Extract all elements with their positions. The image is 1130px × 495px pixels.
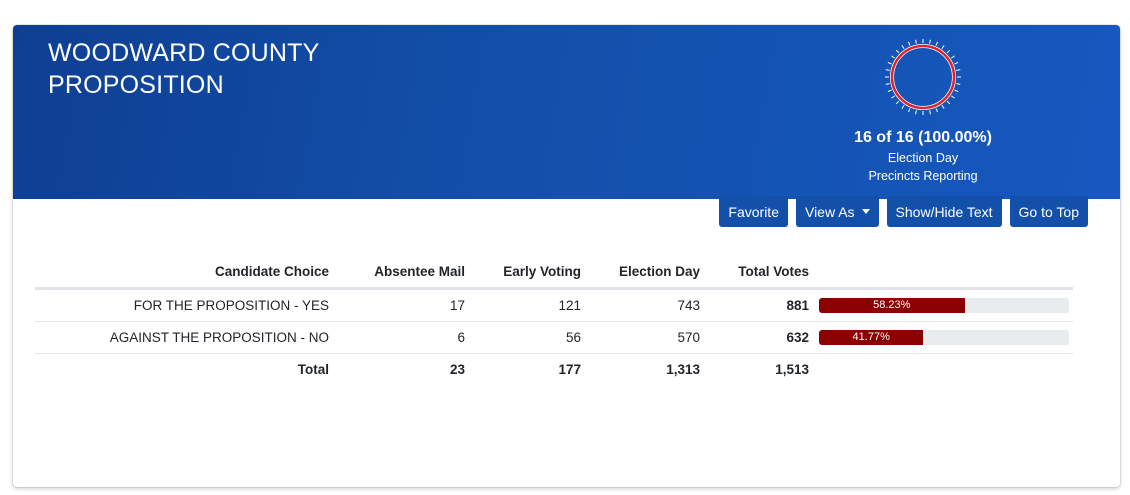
total-votes-cell: 881 (700, 288, 809, 322)
header-banner: WOODWARD COUNTY PROPOSITION 16 of 16 (10… (13, 25, 1120, 199)
totals-total-votes: 1,513 (775, 362, 809, 377)
dial-tick (935, 41, 939, 46)
dial-tick (954, 89, 959, 93)
percent-bar-fill: 58.23% (819, 298, 965, 313)
dial-tick (901, 104, 905, 109)
percent-cell: 58.23% (809, 288, 1073, 322)
page-title: WOODWARD COUNTY PROPOSITION (48, 37, 468, 101)
table-header-row: Candidate Choice Absentee Mail Early Vot… (35, 255, 1073, 290)
title-line-2: PROPOSITION (48, 71, 224, 99)
dial-tick (901, 45, 905, 50)
election-day-cell: 743 (581, 288, 700, 322)
dial-tick (956, 69, 961, 71)
dial-tick (946, 100, 951, 105)
show-hide-text-button[interactable]: Show/Hide Text (886, 196, 1002, 227)
dial-tick (915, 110, 917, 115)
percent-cell: 41.77% (809, 321, 1073, 354)
col-absentee-mail: Absentee Mail (329, 255, 465, 290)
percent-bar-fill: 41.77% (819, 330, 924, 345)
dial-tick (907, 108, 911, 113)
dial-tick (950, 55, 955, 59)
reporting-label-2: Precincts Reporting (868, 169, 978, 183)
dial-tick (891, 95, 896, 99)
totals-early: 177 (558, 362, 581, 377)
favorite-button[interactable]: Favorite (719, 196, 788, 227)
dial-tick (946, 49, 951, 54)
totals-row: Total 23 177 1,313 1,513 (35, 354, 1073, 386)
caret-down-icon (861, 209, 870, 214)
reporting-dial-icon (885, 39, 961, 115)
total-votes-cell: 632 (700, 321, 809, 354)
col-percent-bar (809, 255, 1073, 290)
results-table: Candidate Choice Absentee Mail Early Vot… (35, 255, 1073, 385)
percent-bar-track: 41.77% (819, 330, 1069, 345)
reporting-count: 16 of 16 (100.00%) (854, 129, 992, 146)
dial-tick (887, 89, 892, 93)
early-cell: 121 (465, 288, 581, 322)
dial-tick (907, 41, 911, 46)
dial-tick (941, 45, 945, 50)
early-cell: 56 (465, 321, 581, 354)
col-total-votes: Total Votes (700, 255, 809, 290)
reporting-label-1: Election Day (887, 151, 959, 165)
dial-tick (895, 49, 900, 54)
dial-tick (954, 61, 959, 65)
dial-tick (929, 39, 931, 44)
dial-tick (941, 104, 945, 109)
dial-tick (891, 55, 896, 59)
dial-tick (895, 100, 900, 105)
dial-tick (929, 110, 931, 115)
totals-election-day: 1,313 (666, 362, 700, 377)
dial-tick (885, 83, 890, 85)
dial-tick (915, 39, 917, 44)
absentee-cell: 17 (329, 288, 465, 322)
absentee-cell: 6 (329, 321, 465, 354)
col-election-day: Election Day (581, 255, 700, 290)
toolbar: Favorite View As Show/Hide Text Go to To… (719, 196, 1088, 227)
dial-tick (935, 108, 939, 113)
dial-tick (887, 61, 892, 65)
totals-absentee: 23 (449, 362, 465, 377)
view-as-label: View As (804, 203, 855, 220)
totals-label: Total (297, 362, 329, 377)
col-early-voting: Early Voting (465, 255, 581, 290)
election-day-cell: 570 (581, 321, 700, 354)
choice-cell: AGAINST THE PROPOSITION - NO (35, 321, 329, 354)
title-line-1: WOODWARD COUNTY (48, 39, 320, 67)
dial-tick (885, 69, 890, 71)
totals-empty-cell (809, 354, 1073, 386)
dial-tick (956, 83, 961, 85)
precincts-reporting: 16 of 16 (100.00%) Election Day Precinct… (833, 37, 1013, 183)
dial-tick (950, 95, 955, 99)
go-to-top-button[interactable]: Go to Top (1009, 196, 1088, 227)
dial-progress-ring (890, 44, 956, 110)
table-row: AGAINST THE PROPOSITION - NO 6 56 570 63… (35, 321, 1073, 354)
col-candidate-choice: Candidate Choice (35, 255, 329, 290)
table-row: FOR THE PROPOSITION - YES 17 121 743 881… (35, 288, 1073, 322)
percent-bar-track: 58.23% (819, 298, 1069, 313)
view-as-dropdown[interactable]: View As (795, 196, 879, 227)
choice-cell: FOR THE PROPOSITION - YES (35, 288, 329, 322)
